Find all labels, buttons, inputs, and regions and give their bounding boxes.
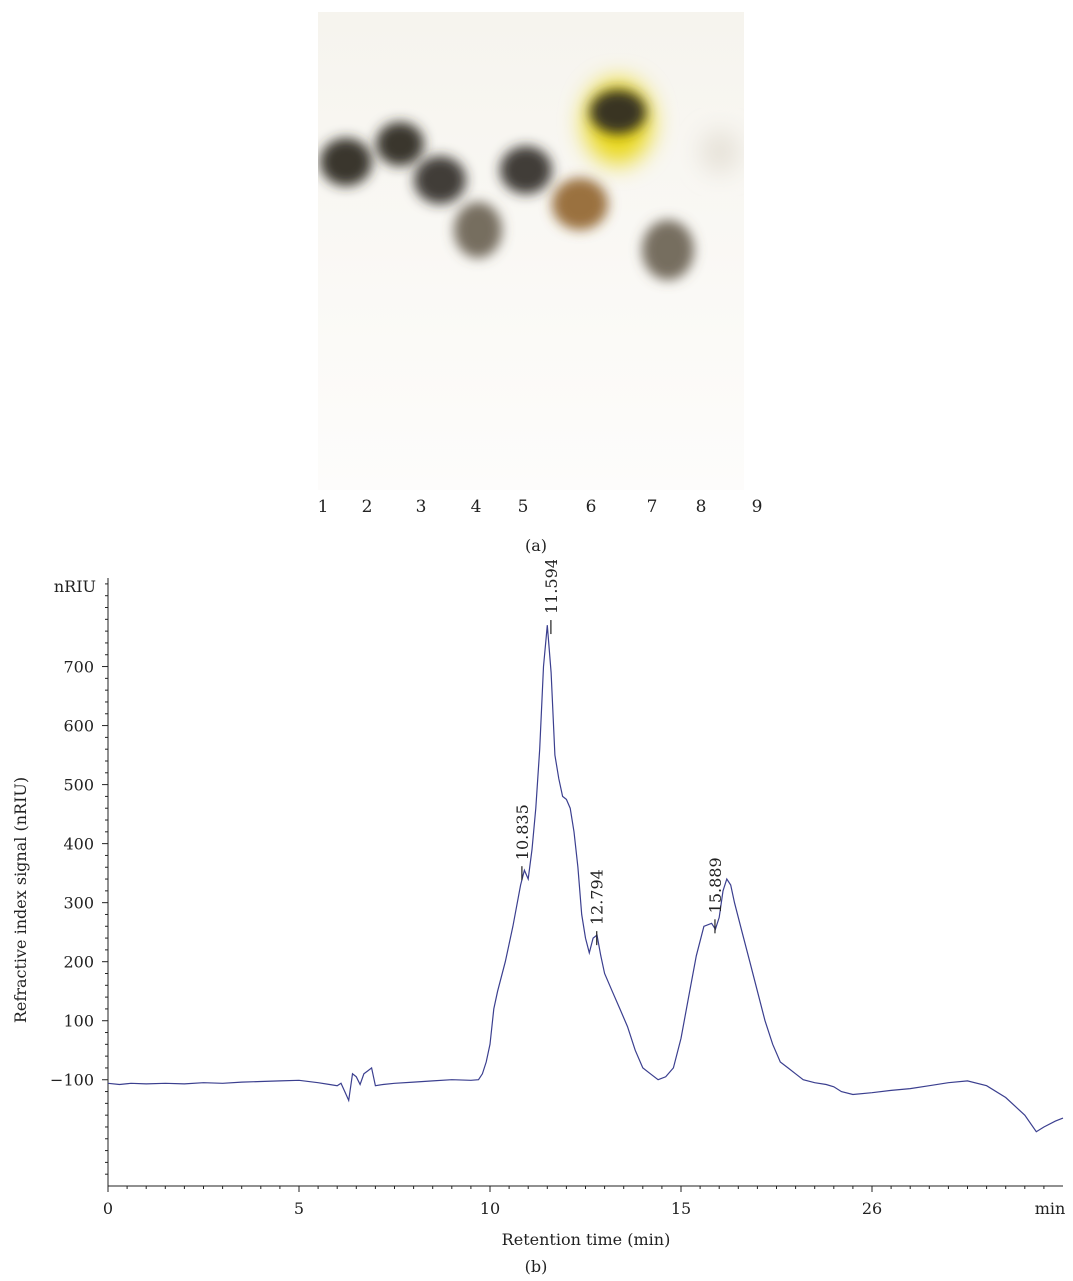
lane-label-7: 7 (646, 497, 658, 517)
x-tick-label: 0 (103, 1199, 113, 1218)
lane-label-1: 1 (317, 497, 329, 517)
y-ticks: 700 600 500 400 300 200 100 −100 (50, 583, 108, 1175)
y-tick-label: 400 (63, 835, 94, 854)
panel-b-caption: (b) (525, 1257, 548, 1276)
spot-lane-5 (500, 146, 552, 194)
spot-lane-3 (414, 156, 466, 204)
y-tick-label: 500 (63, 776, 94, 795)
peak-label-12.794: 12.794 (588, 869, 607, 925)
peak-label-10.835: 10.835 (513, 804, 532, 860)
spot-lane-8-faint (700, 130, 740, 174)
lane-label-9: 9 (751, 497, 763, 517)
y-tick-label: 700 (63, 658, 94, 677)
x-tick-label: 15 (671, 1199, 691, 1218)
x-ticks: 0 5 10 15 26 (103, 1186, 1045, 1218)
x-tick-label: 26 (862, 1199, 882, 1218)
lane-label-3: 3 (415, 497, 427, 517)
spot-lane-7 (590, 90, 646, 134)
lane-label-2: 2 (361, 497, 373, 517)
lane-label-4: 4 (470, 497, 482, 517)
y-tick-label: 300 (63, 894, 94, 913)
y-axis-title: Refractive index signal (nRIU) (11, 777, 30, 1023)
y-unit-label: nRIU (54, 577, 96, 596)
y-axis: 700 600 500 400 300 200 100 −100 nRIU Refractiv… (11, 577, 109, 1186)
lane-label-5: 5 (517, 497, 529, 517)
lane-label-8: 8 (695, 497, 707, 517)
tlc-plate (318, 12, 744, 490)
y-tick-label: 200 (63, 953, 94, 972)
panel-a-caption: (a) (524, 536, 548, 555)
spot-lane-8 (642, 220, 694, 280)
x-axis: 0 5 10 15 26 min Retention time (min) (103, 1185, 1066, 1249)
peak-label-11.594: 11.594 (542, 560, 561, 614)
y-tick-label: 600 (63, 717, 94, 736)
x-unit-label: min (1035, 1199, 1066, 1218)
spot-lane-1 (320, 138, 372, 186)
peak-label-15.889: 15.889 (706, 857, 725, 913)
tlc-spots (320, 80, 740, 280)
y-tick-label: 100 (63, 1012, 94, 1031)
lane-label-6: 6 (585, 497, 597, 517)
peak-labels: 10.835 11.594 12.794 15.889 (513, 560, 725, 946)
x-tick-label: 5 (294, 1199, 304, 1218)
tlc-panel: 1 2 3 4 5 6 7 8 9 (a) (0, 0, 1073, 560)
spot-lane-6 (552, 178, 608, 230)
x-axis-title: Retention time (min) (502, 1230, 671, 1249)
spot-lane-4 (454, 202, 502, 258)
spot-lane-2 (376, 122, 424, 166)
y-tick-label: −100 (50, 1071, 94, 1090)
x-tick-label: 10 (480, 1199, 500, 1218)
chromatogram-series-line (107, 625, 1064, 1133)
